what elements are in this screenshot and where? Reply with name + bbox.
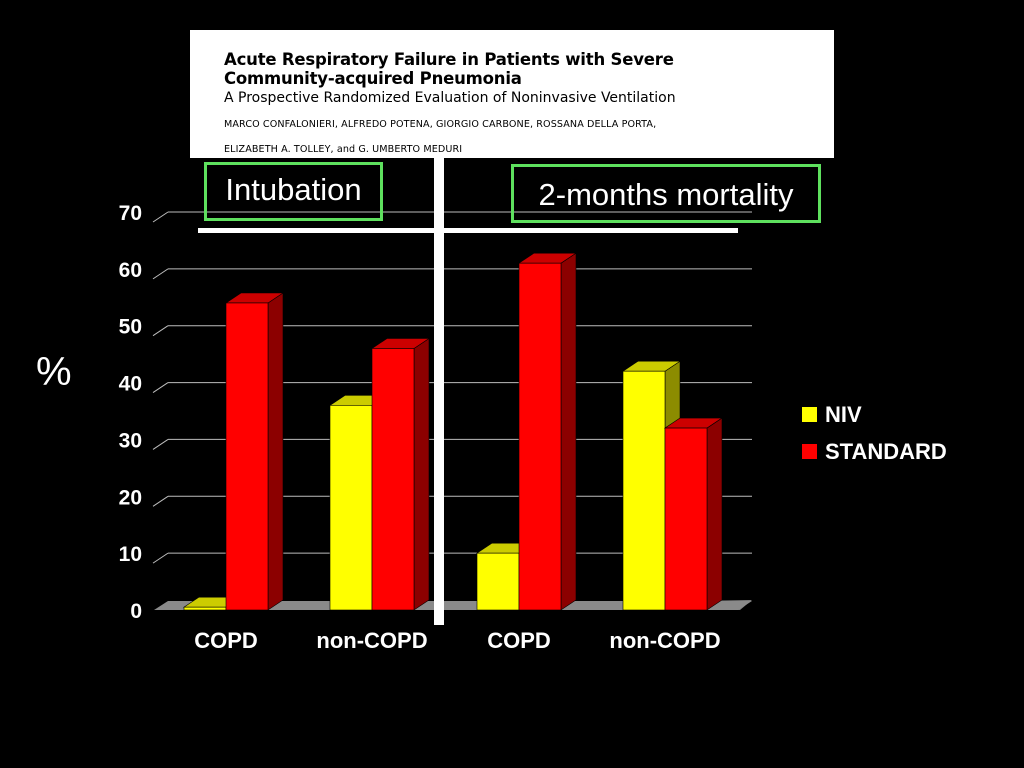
paper-subtitle: A Prospective Randomized Evaluation of N… <box>224 90 676 106</box>
gridline-diag <box>152 439 169 450</box>
bar-front <box>518 262 562 611</box>
x-tick-label: non-COPD <box>609 628 720 653</box>
bar-front <box>183 606 227 611</box>
legend-label-niv: NIV <box>825 401 862 427</box>
section-vertical-divider <box>434 157 444 625</box>
floor-plane-top <box>154 601 752 610</box>
bar-standard-3 <box>664 417 723 611</box>
bar-front <box>664 427 708 611</box>
bar-side <box>413 337 430 611</box>
bar-front <box>225 302 269 611</box>
bar-front <box>622 370 666 611</box>
bar-side <box>706 417 723 611</box>
y-tick-label: 0 <box>130 600 142 623</box>
legend-swatch-niv <box>802 407 817 422</box>
legend: NIV STANDARD <box>802 396 947 470</box>
paper-authors-line-2: ELIZABETH A. TOLLEY, and G. UMBERTO MEDU… <box>224 144 463 155</box>
paper-title-line-2: Community-acquired Pneumonia <box>224 69 522 88</box>
x-tick-label: COPD <box>194 628 258 653</box>
y-tick-label: 60 <box>119 259 142 282</box>
bar-front <box>476 552 520 611</box>
gridline-diag <box>152 268 169 280</box>
y-tick-label: 40 <box>119 373 142 396</box>
bars <box>183 252 723 611</box>
bar-standard-0 <box>225 292 284 611</box>
bar-side <box>267 292 284 611</box>
y-tick-label: 20 <box>119 486 142 509</box>
x-tick-label: non-COPD <box>316 628 427 653</box>
gridline-diag <box>152 211 169 223</box>
bar-front <box>371 348 415 611</box>
intubation-label: Intubation <box>204 162 383 221</box>
paper-title-line-1: Acute Respiratory Failure in Patients wi… <box>224 50 674 69</box>
legend-entry-niv: NIV <box>802 396 947 433</box>
legend-swatch-standard <box>802 444 817 459</box>
gridline-diag <box>152 552 169 564</box>
gridline-diag <box>152 382 169 393</box>
x-tick-labels: COPD non-COPD COPD non-COPD <box>194 628 720 653</box>
y-tick-label: 10 <box>119 543 142 566</box>
y-tick-label: 50 <box>119 316 142 339</box>
section-dividers <box>198 157 738 625</box>
y-tick-label: 30 <box>119 429 142 452</box>
gridline-diag <box>152 325 169 337</box>
legend-label-standard: STANDARD <box>825 438 947 464</box>
paper-header: Acute Respiratory Failure in Patients wi… <box>190 30 834 158</box>
bar-side <box>560 252 577 611</box>
bar-standard-1 <box>371 337 430 611</box>
bar-standard-2 <box>518 252 577 611</box>
gridline-diag <box>152 495 169 507</box>
section-horizontal-divider <box>198 228 738 233</box>
x-tick-label: COPD <box>487 628 551 653</box>
chart-floor <box>139 600 752 610</box>
legend-entry-standard: STANDARD <box>802 433 947 470</box>
y-tick-labels: 0 10 20 30 40 50 60 70 <box>119 202 142 623</box>
y-axis-label: % <box>36 350 72 394</box>
mortality-label: 2-months mortality <box>511 164 821 223</box>
paper-authors-line-1: MARCO CONFALONIERI, ALFREDO POTENA, GIOR… <box>224 119 657 130</box>
y-tick-label: 70 <box>119 202 142 225</box>
bar-front <box>329 405 373 611</box>
